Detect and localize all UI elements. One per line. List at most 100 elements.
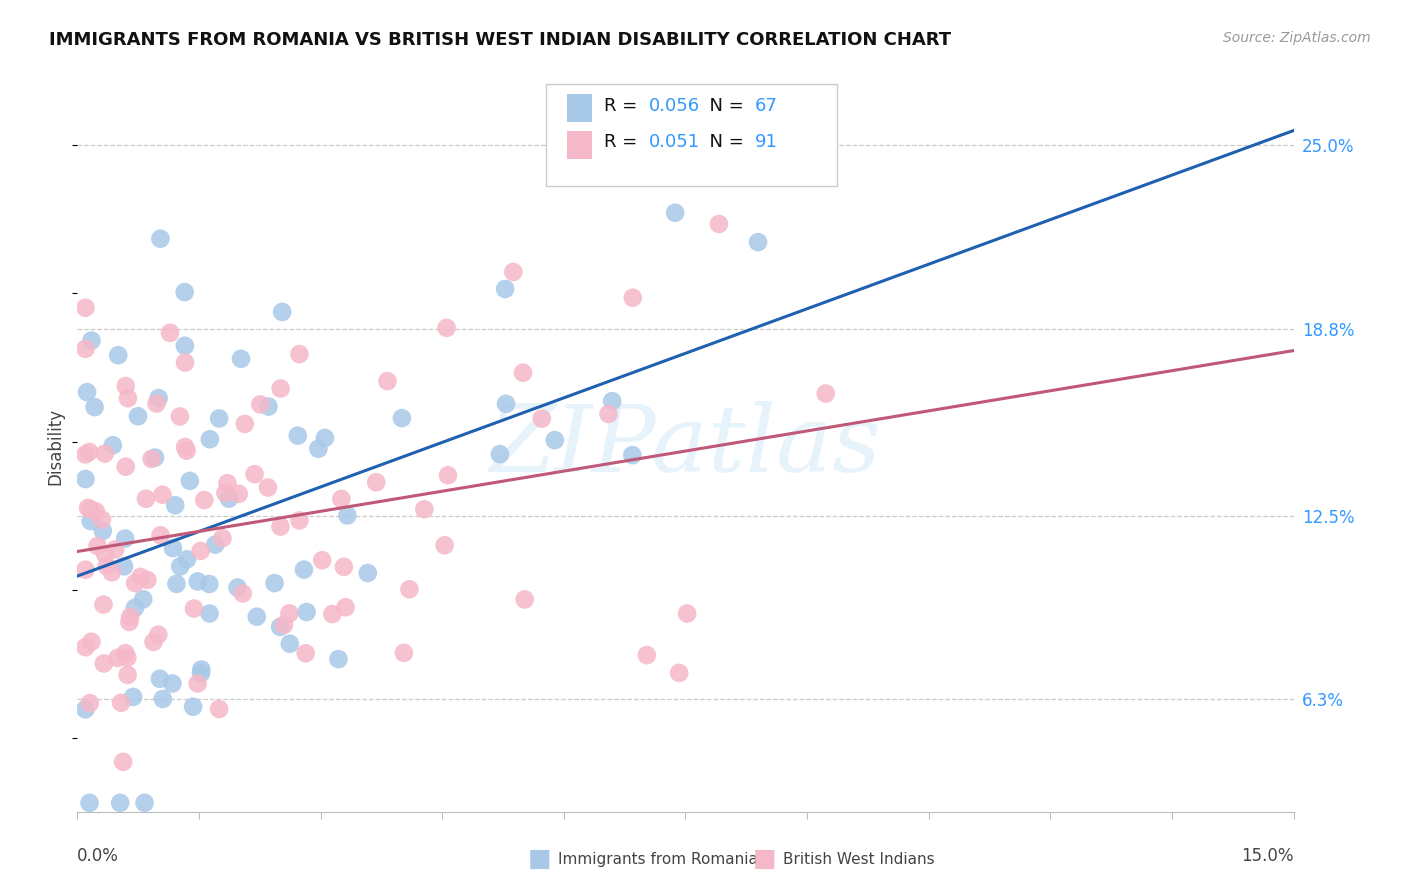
Point xyxy=(76,385,98,400)
Point xyxy=(208,411,231,425)
Point xyxy=(311,553,333,567)
Point xyxy=(152,488,174,502)
Text: 91: 91 xyxy=(755,134,778,152)
FancyBboxPatch shape xyxy=(546,84,838,186)
Point xyxy=(336,508,359,523)
Point xyxy=(330,491,353,506)
Point xyxy=(433,538,456,552)
Text: Immigrants from Romania: Immigrants from Romania xyxy=(558,852,758,867)
Point xyxy=(159,326,181,340)
Point xyxy=(112,559,135,574)
Text: N =: N = xyxy=(697,134,749,152)
Point xyxy=(392,646,415,660)
Point xyxy=(122,690,145,704)
Point xyxy=(179,474,201,488)
Point xyxy=(118,615,141,629)
Point xyxy=(114,532,136,546)
Text: 0.056: 0.056 xyxy=(650,97,700,115)
Point xyxy=(79,696,101,710)
Point xyxy=(257,480,280,494)
Point xyxy=(273,618,295,632)
Text: ZIPatlas: ZIPatlas xyxy=(489,401,882,491)
Text: Source: ZipAtlas.com: Source: ZipAtlas.com xyxy=(1223,31,1371,45)
Text: IMMIGRANTS FROM ROMANIA VS BRITISH WEST INDIAN DISABILITY CORRELATION CHART: IMMIGRANTS FROM ROMANIA VS BRITISH WEST … xyxy=(49,31,952,49)
Point xyxy=(198,607,221,621)
Point xyxy=(243,467,266,482)
Point xyxy=(101,438,124,452)
Point xyxy=(288,513,311,527)
Point xyxy=(263,576,285,591)
Point xyxy=(187,574,209,589)
Text: R =: R = xyxy=(605,97,643,115)
Point xyxy=(174,440,197,454)
Point xyxy=(636,648,658,662)
Point xyxy=(83,400,105,414)
Point xyxy=(278,637,301,651)
Point xyxy=(91,512,114,526)
Point xyxy=(228,487,250,501)
Point xyxy=(269,519,291,533)
Point xyxy=(598,407,620,421)
Point xyxy=(676,607,699,621)
Point xyxy=(117,668,139,682)
Point xyxy=(149,232,172,246)
Point xyxy=(149,672,172,686)
Point xyxy=(211,531,233,545)
Point xyxy=(143,450,166,465)
Point xyxy=(75,342,97,356)
Point xyxy=(80,634,103,648)
Point xyxy=(75,301,97,315)
Point xyxy=(217,476,239,491)
Text: R =: R = xyxy=(605,134,643,152)
Point xyxy=(668,665,690,680)
Text: N =: N = xyxy=(697,97,749,115)
Point xyxy=(271,305,294,319)
Point xyxy=(117,650,139,665)
Point xyxy=(513,592,536,607)
Point xyxy=(269,620,291,634)
FancyBboxPatch shape xyxy=(568,131,592,159)
Point xyxy=(190,544,212,558)
Point xyxy=(198,432,221,446)
Y-axis label: Disability: Disability xyxy=(46,408,65,484)
Point xyxy=(80,334,103,348)
Point xyxy=(321,607,343,621)
Point xyxy=(96,558,118,573)
Point xyxy=(169,409,191,424)
Point xyxy=(502,265,524,279)
Point xyxy=(664,206,686,220)
Text: 0.0%: 0.0% xyxy=(77,847,120,865)
Point xyxy=(174,356,197,370)
FancyBboxPatch shape xyxy=(568,95,592,122)
Point xyxy=(79,514,101,528)
Point xyxy=(747,235,769,249)
Point xyxy=(249,397,271,411)
Point xyxy=(132,592,155,607)
Point xyxy=(226,581,249,595)
Point xyxy=(232,586,254,600)
Point xyxy=(295,605,318,619)
Point xyxy=(246,609,269,624)
Point xyxy=(75,447,97,461)
Point xyxy=(101,566,124,580)
Point xyxy=(287,428,309,442)
Point xyxy=(814,386,837,401)
Point xyxy=(187,676,209,690)
Point xyxy=(86,539,108,553)
Point xyxy=(437,468,460,483)
Legend: , : , xyxy=(650,96,721,173)
Point xyxy=(148,391,170,405)
Point xyxy=(112,755,135,769)
Point xyxy=(333,559,356,574)
Point xyxy=(117,391,139,405)
Point xyxy=(75,640,97,655)
Point xyxy=(79,445,101,459)
Point xyxy=(176,552,198,566)
Point xyxy=(148,627,170,641)
Point xyxy=(494,282,516,296)
Point xyxy=(278,607,301,621)
Point xyxy=(600,394,623,409)
Point xyxy=(93,598,115,612)
Point xyxy=(107,651,129,665)
Point xyxy=(141,451,163,466)
